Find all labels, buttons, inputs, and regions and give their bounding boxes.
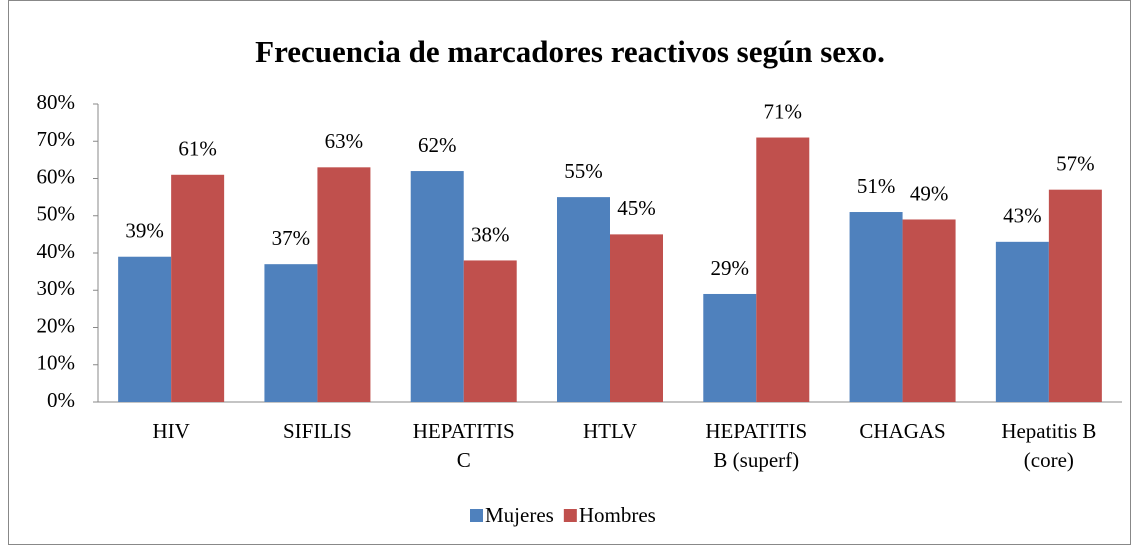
x-tick-label-line: HTLV [583,419,637,443]
x-tick-label-line: Hepatitis B [1001,419,1096,443]
x-tick-label-line: HIV [152,419,189,443]
y-tick-label: 30% [37,276,76,300]
data-label: 43% [1003,204,1042,228]
x-tick-label-line: CHAGAS [859,419,945,443]
x-tick-label: SIFILIS [283,419,352,443]
x-tick-label-line: (core) [1024,448,1074,472]
x-tick-label: HEPATITIS B (superf) [705,419,807,472]
data-label: 37% [272,226,311,250]
legend-swatch [470,509,483,522]
y-tick-label: 20% [37,313,76,337]
bar [264,264,318,402]
data-label: 57% [1056,151,1095,175]
legend-swatch [563,509,577,522]
data-label: 39% [125,219,164,243]
x-tick-label: HEPATITIS C [413,419,515,472]
x-tick-label-line: B (superf) [713,448,799,472]
data-label: 55% [564,159,603,183]
y-tick-label: 60% [37,164,76,188]
bar [317,167,371,402]
y-tick-label: 0% [47,388,75,412]
x-tick-label-line: HEPATITIS [413,419,515,443]
x-tick-label-line: HEPATITIS [705,419,807,443]
data-label: 38% [471,222,510,246]
bar [171,174,225,402]
data-label: 62% [418,133,457,157]
y-tick-label: 80% [37,90,76,114]
bar [849,212,903,402]
x-tick-label: Hepatitis B (core) [1001,419,1096,472]
chart-title: Frecuencia de marcadores reactivos según… [255,34,885,69]
data-label: 71% [764,99,803,123]
bar [1048,189,1102,402]
y-tick-label: 70% [37,127,76,151]
bar [118,256,172,402]
data-label: 49% [910,181,949,205]
x-tick-label-line: C [457,448,471,472]
x-tick-label: HTLV [583,419,637,443]
bar [756,137,810,402]
bar [995,241,1049,402]
bar [703,293,757,402]
data-label: 51% [857,174,896,198]
x-tick-label-line: SIFILIS [283,419,352,443]
legend-label: Hombres [579,503,656,527]
data-label: 63% [325,129,364,153]
y-tick-label: 40% [37,239,76,263]
y-tick-label: 50% [37,202,76,226]
bar [410,171,464,402]
y-tick-label: 10% [37,351,76,375]
data-label: 45% [617,196,656,220]
legend-label: Mujeres [485,503,554,527]
bar [463,260,517,402]
bar [610,234,663,402]
bar [557,197,610,402]
data-label: 29% [711,256,750,280]
data-label: 61% [178,137,217,161]
x-tick-label: HIV [152,419,189,443]
x-tick-label: CHAGAS [859,419,945,443]
bar [902,219,956,402]
